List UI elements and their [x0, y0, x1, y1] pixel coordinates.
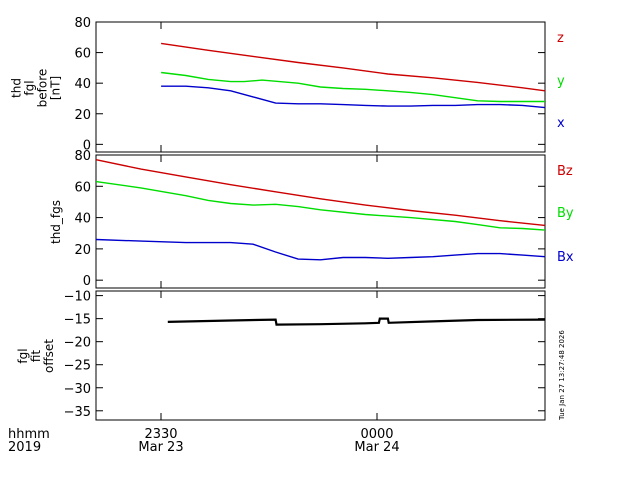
- series-line-offset: [167, 317, 546, 326]
- legend-label-y: y: [557, 74, 565, 89]
- y-axis-label: fit: [29, 350, 43, 363]
- footer-row1-label: hhmm: [8, 427, 50, 442]
- y-tick-label: −15: [64, 313, 91, 328]
- y-tick-label: 20: [74, 108, 91, 123]
- x-tick-label-hhmm: 2330: [144, 427, 177, 442]
- x-tick-label-hhmm: 0000: [360, 427, 393, 442]
- y-axis-label: fgl: [16, 348, 30, 363]
- legend-label-z: z: [557, 31, 564, 46]
- y-tick-label: 0: [83, 138, 91, 153]
- series-line-bz: [95, 159, 546, 227]
- footer-row2-label: 2019: [8, 440, 41, 455]
- series-line-z: [160, 42, 546, 92]
- y-tick-label: −35: [64, 405, 91, 420]
- y-tick-label: 60: [74, 47, 91, 62]
- plot-frame: [95, 21, 546, 153]
- y-axis-label: before: [36, 69, 50, 108]
- panel-fgl-fit-offset: −35 −30 −25 −20 −15 −10 fgl fit offset: [16, 290, 546, 421]
- y-axis-label: thd_fgs: [49, 200, 63, 244]
- y-axis-label: [nT]: [49, 76, 63, 100]
- series-line-x: [161, 85, 546, 109]
- panel-thd-fgs: 0 20 40 60 80 thd_fgs Bz By Bx: [49, 149, 574, 289]
- legend-label-x: x: [557, 116, 565, 131]
- y-tick-label: 60: [74, 180, 91, 195]
- timestamp-label: Tue Jan 27 13:27:48 2026: [558, 330, 566, 421]
- x-axis-footer: hhmm 2019 2330 Mar 23 0000 Mar 24: [8, 427, 400, 455]
- y-tick-label: 40: [74, 212, 91, 227]
- y-tick-label: −20: [64, 336, 91, 351]
- series-line-y: [161, 71, 545, 103]
- series-line-by: [95, 180, 546, 231]
- x-tick-label-date: Mar 23: [138, 440, 183, 455]
- plot-frame: [95, 290, 546, 421]
- plot-frame: [95, 154, 546, 289]
- y-tick-label: 80: [74, 149, 91, 164]
- y-tick-label: 40: [74, 77, 91, 92]
- y-axis-label: offset: [42, 339, 56, 373]
- y-tick-label: −30: [64, 382, 91, 397]
- y-axis-label: thd: [10, 78, 24, 98]
- legend-label-bz: Bz: [557, 164, 573, 179]
- legend-label-bx: Bx: [557, 250, 574, 265]
- y-tick-label: 20: [74, 243, 91, 258]
- y-tick-label: −10: [64, 290, 91, 305]
- y-tick-label: 80: [74, 16, 91, 31]
- legend-label-by: By: [557, 206, 574, 221]
- y-tick-label: 0: [83, 274, 91, 289]
- y-axis-label: fgl: [23, 80, 37, 95]
- x-tick-label-date: Mar 24: [354, 440, 399, 455]
- panel-thd-fgl-before: 0 20 40 60 80 thd fgl before [nT] z y x: [10, 16, 566, 153]
- y-tick-label: −25: [64, 359, 91, 374]
- series-line-bx: [95, 238, 546, 261]
